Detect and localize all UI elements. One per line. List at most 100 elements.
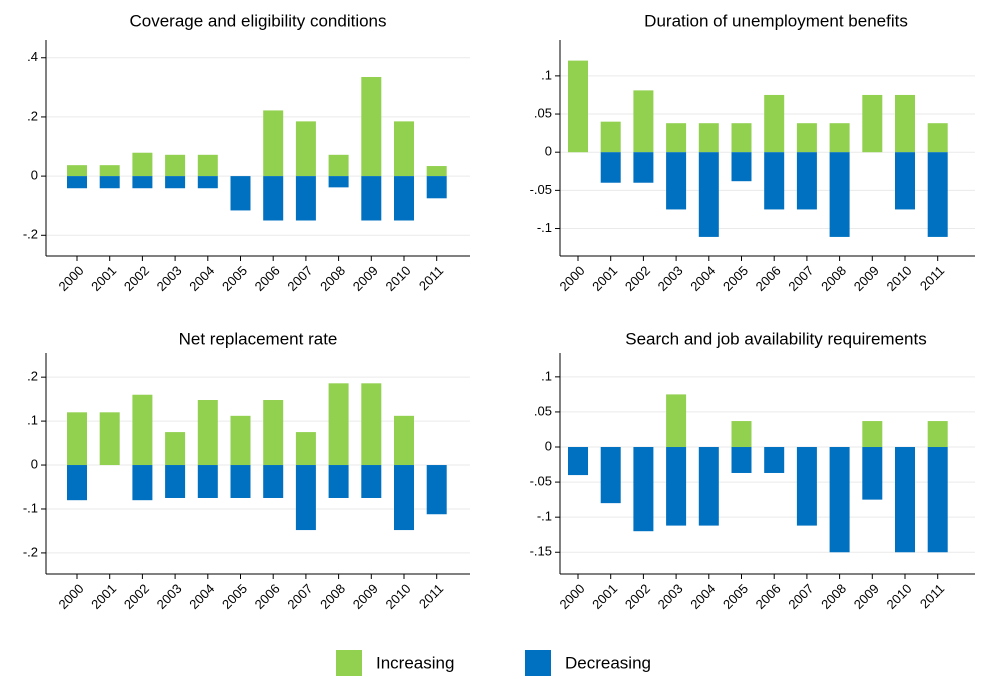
y-tick-label: -.05 [530, 474, 552, 489]
x-tick-label: 2007 [785, 581, 816, 612]
bar [633, 447, 654, 532]
x-tick-label: 2008 [818, 581, 849, 612]
bar [165, 176, 186, 189]
bar [698, 447, 719, 526]
x-tick-label: 2008 [317, 263, 348, 294]
bar [132, 176, 153, 189]
bar [927, 123, 948, 153]
x-tick-label: 2007 [284, 263, 315, 294]
x-tick-label: 2006 [252, 581, 283, 612]
y-tick-label: .1 [27, 413, 38, 428]
x-tick-label: 2005 [720, 263, 751, 294]
bar [829, 152, 850, 237]
x-tick-label: 2011 [416, 263, 446, 293]
bar [197, 176, 218, 189]
bar [764, 447, 785, 473]
bar [796, 447, 817, 526]
bar [67, 465, 87, 501]
y-tick-label: -.15 [530, 544, 552, 559]
x-tick-label: 2010 [883, 581, 914, 612]
bar [295, 121, 316, 177]
bar [99, 176, 120, 189]
bar [666, 123, 687, 153]
bar [132, 152, 153, 177]
bar [361, 76, 382, 177]
bar [230, 465, 251, 498]
bar [666, 447, 687, 526]
bar [165, 154, 186, 177]
x-tick-label: 2000 [55, 263, 86, 294]
x-tick-label: 2003 [655, 581, 686, 612]
bar [895, 94, 915, 153]
x-tick-label: 2004 [186, 581, 217, 612]
bar [132, 394, 153, 466]
y-tick-label: -.2 [23, 544, 38, 559]
bar [633, 152, 654, 183]
x-tick-label: 2007 [284, 581, 315, 612]
bar [829, 447, 850, 553]
bar [263, 110, 284, 177]
x-tick-label: 2001 [88, 581, 119, 612]
x-tick-label: 2002 [622, 581, 653, 612]
bar [426, 166, 447, 177]
y-tick-label: -.05 [530, 182, 552, 197]
bar [361, 465, 382, 498]
y-tick-label: -.2 [23, 227, 38, 242]
x-tick-label: 2004 [186, 263, 217, 294]
legend-swatch [336, 650, 362, 676]
y-tick-label: .1 [541, 67, 552, 82]
bar [99, 165, 120, 177]
x-tick-label: 2003 [154, 581, 185, 612]
x-tick-label: 2010 [382, 581, 413, 612]
bar [829, 123, 850, 153]
x-tick-label: 2005 [219, 263, 250, 294]
chart-title: Duration of unemployment benefits [644, 11, 908, 30]
bar [197, 465, 218, 498]
bar [666, 152, 687, 210]
bar [862, 421, 883, 448]
bar [263, 176, 284, 221]
bar [263, 400, 284, 466]
x-tick-label: 2009 [851, 263, 882, 294]
bar [426, 176, 447, 199]
x-tick-label: 2010 [883, 263, 914, 294]
y-tick-label: .05 [534, 105, 552, 120]
y-tick-label: 0 [31, 456, 38, 471]
y-tick-label: -.1 [537, 220, 552, 235]
bar [132, 465, 153, 501]
x-tick-label: 2006 [753, 263, 784, 294]
x-tick-label: 2006 [753, 581, 784, 612]
x-tick-label: 2010 [382, 263, 413, 294]
bar [895, 152, 915, 210]
x-tick-label: 2011 [917, 581, 947, 611]
bar [295, 432, 316, 466]
bar [764, 152, 785, 210]
bar [197, 154, 218, 177]
x-tick-label: 2004 [687, 263, 718, 294]
bar [862, 94, 883, 153]
x-tick-label: 2004 [687, 581, 718, 612]
bar [361, 176, 382, 221]
bar [67, 176, 87, 189]
bar [99, 412, 120, 466]
legend-label: Increasing [376, 653, 454, 672]
bar [731, 447, 752, 473]
x-tick-label: 2008 [818, 263, 849, 294]
x-tick-label: 2001 [88, 263, 119, 294]
bar [394, 121, 414, 177]
x-tick-label: 2007 [785, 263, 816, 294]
bar [263, 465, 284, 498]
bar [426, 465, 447, 515]
y-tick-label: .1 [541, 368, 552, 383]
bar [568, 447, 588, 476]
bar [328, 383, 349, 466]
bar [328, 176, 349, 188]
bar [394, 176, 414, 221]
bar [197, 400, 218, 466]
x-tick-label: 2002 [622, 263, 653, 294]
bar [230, 415, 251, 466]
bar [67, 412, 87, 466]
x-tick-label: 2002 [121, 263, 152, 294]
bar [764, 94, 785, 153]
legend-swatch [525, 650, 551, 676]
